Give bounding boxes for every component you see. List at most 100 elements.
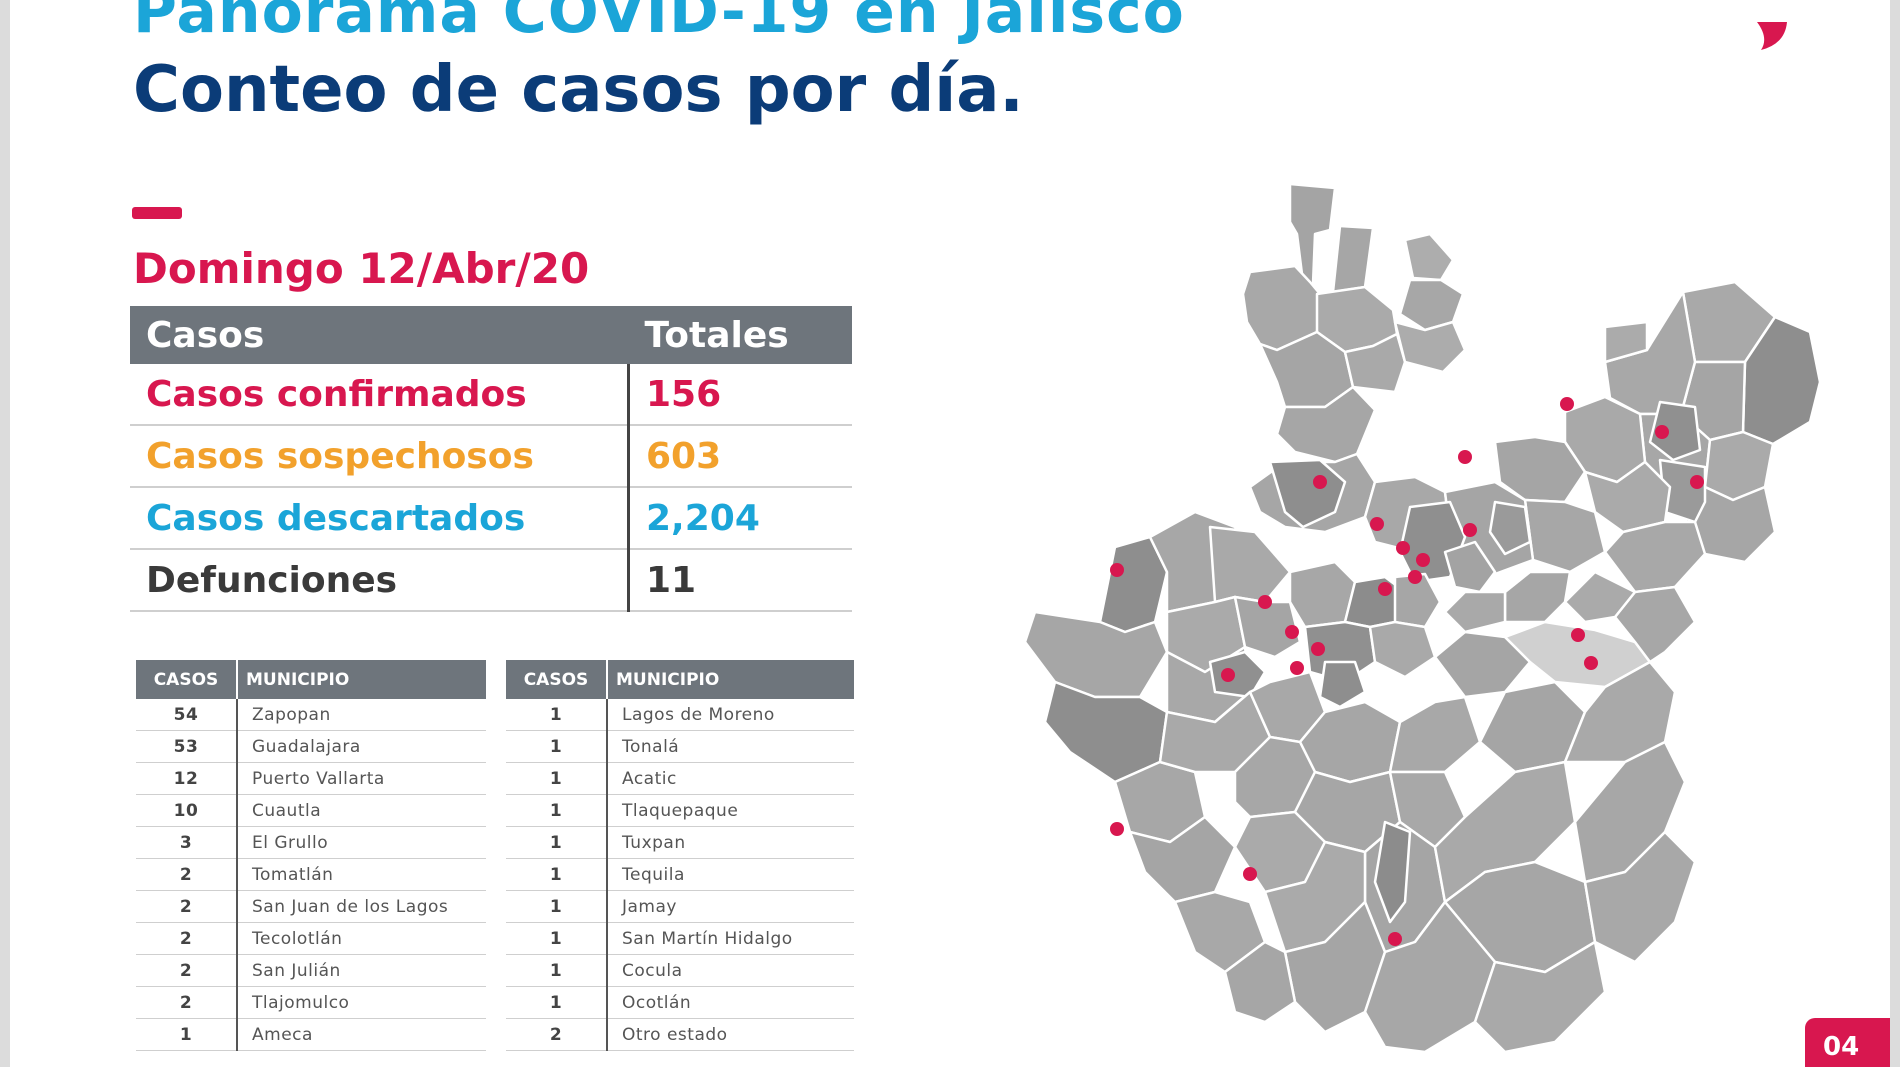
summary-row-defunciones: Defunciones 11 xyxy=(130,549,852,612)
table-row: 1 Cocula xyxy=(506,954,854,987)
casos-cell: 1 xyxy=(506,890,608,923)
header-casos: CASOS xyxy=(136,660,238,699)
case-marker xyxy=(1584,656,1598,670)
case-marker xyxy=(1221,668,1235,682)
case-marker xyxy=(1571,628,1585,642)
summary-value: 156 xyxy=(627,364,852,426)
municipio-cell: San Juan de los Lagos xyxy=(237,890,486,923)
casos-cell: 1 xyxy=(506,826,608,859)
case-marker xyxy=(1110,563,1124,577)
table-header-row: CASOS MUNICIPIO xyxy=(136,660,486,699)
municipio-cell: Zapopan xyxy=(237,699,486,731)
case-marker xyxy=(1408,570,1422,584)
municipios-table-left: CASOS MUNICIPIO 54 Zapopan 53 Guadalajara 12… xyxy=(136,660,486,1051)
municipio-cell: Puerto Vallarta xyxy=(237,762,486,795)
municipio-cell: Tlaquepaque xyxy=(607,794,854,827)
report-date: Domingo 12/Abr/20 xyxy=(133,244,590,293)
casos-cell: 1 xyxy=(506,954,608,987)
slide: Panorama COVID-19 en Jalisco Conteo de c… xyxy=(10,0,1890,1067)
municipio-cell: San Martín Hidalgo xyxy=(607,922,854,955)
page-subtitle: Conteo de casos por día. xyxy=(133,53,1024,127)
summary-table: Casos Totales Casos confirmados 156 Caso… xyxy=(130,306,852,612)
casos-cell: 2 xyxy=(136,922,238,955)
municipio-cell: Tomatlán xyxy=(237,858,486,891)
table-row: 2 Tomatlán xyxy=(136,858,486,891)
municipio-cell: Tlajomulco xyxy=(237,986,486,1019)
table-row: 10 Cuautla xyxy=(136,794,486,827)
casos-cell: 1 xyxy=(506,858,608,891)
casos-cell: 10 xyxy=(136,794,238,827)
table-row: 2 San Julián xyxy=(136,954,486,987)
case-marker xyxy=(1396,541,1410,555)
casos-cell: 1 xyxy=(506,699,608,731)
casos-cell: 2 xyxy=(136,954,238,987)
municipio-cell: San Julián xyxy=(237,954,486,987)
case-marker xyxy=(1313,475,1327,489)
table-row: 53 Guadalajara xyxy=(136,730,486,763)
table-row: 3 El Grullo xyxy=(136,826,486,859)
table-row: 1 Jamay xyxy=(506,890,854,923)
municipio-cell: Otro estado xyxy=(607,1018,854,1051)
table-row: 2 San Juan de los Lagos xyxy=(136,890,486,923)
case-marker xyxy=(1285,625,1299,639)
case-marker xyxy=(1110,822,1124,836)
casos-cell: 53 xyxy=(136,730,238,763)
table-row: 1 Tequila xyxy=(506,858,854,891)
table-row: 1 Tlaquepaque xyxy=(506,794,854,827)
municipio-cell: Jamay xyxy=(607,890,854,923)
case-marker xyxy=(1655,425,1669,439)
table-row: 1 Tonalá xyxy=(506,730,854,763)
summary-row-descartados: Casos descartados 2,204 xyxy=(130,487,852,550)
table-row: 12 Puerto Vallarta xyxy=(136,762,486,795)
table-row: 54 Zapopan xyxy=(136,699,486,731)
summary-value: 11 xyxy=(627,549,852,612)
municipio-cell: Lagos de Moreno xyxy=(607,699,854,731)
table-row: 1 Acatic xyxy=(506,762,854,795)
municipio-cell: Tequila xyxy=(607,858,854,891)
header-municipio: MUNICIPIO xyxy=(607,660,854,699)
summary-row-confirmados: Casos confirmados 156 xyxy=(130,364,852,426)
municipios-table-right: CASOS MUNICIPIO 1 Lagos de Moreno 1 Tonalá 1… xyxy=(506,660,854,1051)
casos-cell: 2 xyxy=(136,890,238,923)
summary-label: Casos confirmados xyxy=(130,364,629,426)
casos-cell: 1 xyxy=(506,762,608,795)
case-marker xyxy=(1243,867,1257,881)
casos-cell: 1 xyxy=(136,1018,238,1051)
casos-cell: 1 xyxy=(506,922,608,955)
case-marker xyxy=(1258,595,1272,609)
municipio-cell: Ameca xyxy=(237,1018,486,1051)
table-row: 2 Tlajomulco xyxy=(136,986,486,1019)
case-marker xyxy=(1463,523,1477,537)
case-marker xyxy=(1458,450,1472,464)
summary-value: 2,204 xyxy=(627,487,852,550)
casos-cell: 1 xyxy=(506,730,608,763)
table-row: 1 Ocotlán xyxy=(506,986,854,1019)
municipio-cell: Acatic xyxy=(607,762,854,795)
case-marker xyxy=(1388,932,1402,946)
municipio-cell: Tuxpan xyxy=(607,826,854,859)
page-number: 04 xyxy=(1805,1018,1890,1067)
summary-row-sospechosos: Casos sospechosos 603 xyxy=(130,425,852,488)
summary-label: Casos sospechosos xyxy=(130,425,629,488)
casos-cell: 54 xyxy=(136,699,238,731)
casos-cell: 1 xyxy=(506,794,608,827)
table-row: 1 Lagos de Moreno xyxy=(506,699,854,731)
municipio-cell: Cuautla xyxy=(237,794,486,827)
accent-bar xyxy=(132,207,182,219)
casos-cell: 1 xyxy=(506,986,608,1019)
casos-cell: 2 xyxy=(136,986,238,1019)
table-row: 1 Ameca xyxy=(136,1018,486,1051)
case-marker xyxy=(1378,582,1392,596)
municipio-cell: Tonalá xyxy=(607,730,854,763)
summary-label: Defunciones xyxy=(130,549,629,612)
case-marker xyxy=(1416,553,1430,567)
case-marker xyxy=(1560,397,1574,411)
jalisco-logo-mark-icon xyxy=(1757,22,1787,50)
municipio-cell: Guadalajara xyxy=(237,730,486,763)
table-header-row: CASOS MUNICIPIO xyxy=(506,660,854,699)
casos-cell: 12 xyxy=(136,762,238,795)
header-municipio: MUNICIPIO xyxy=(237,660,486,699)
case-marker-dots xyxy=(1110,397,1704,946)
header-casos: CASOS xyxy=(506,660,608,699)
summary-label: Casos descartados xyxy=(130,487,629,550)
